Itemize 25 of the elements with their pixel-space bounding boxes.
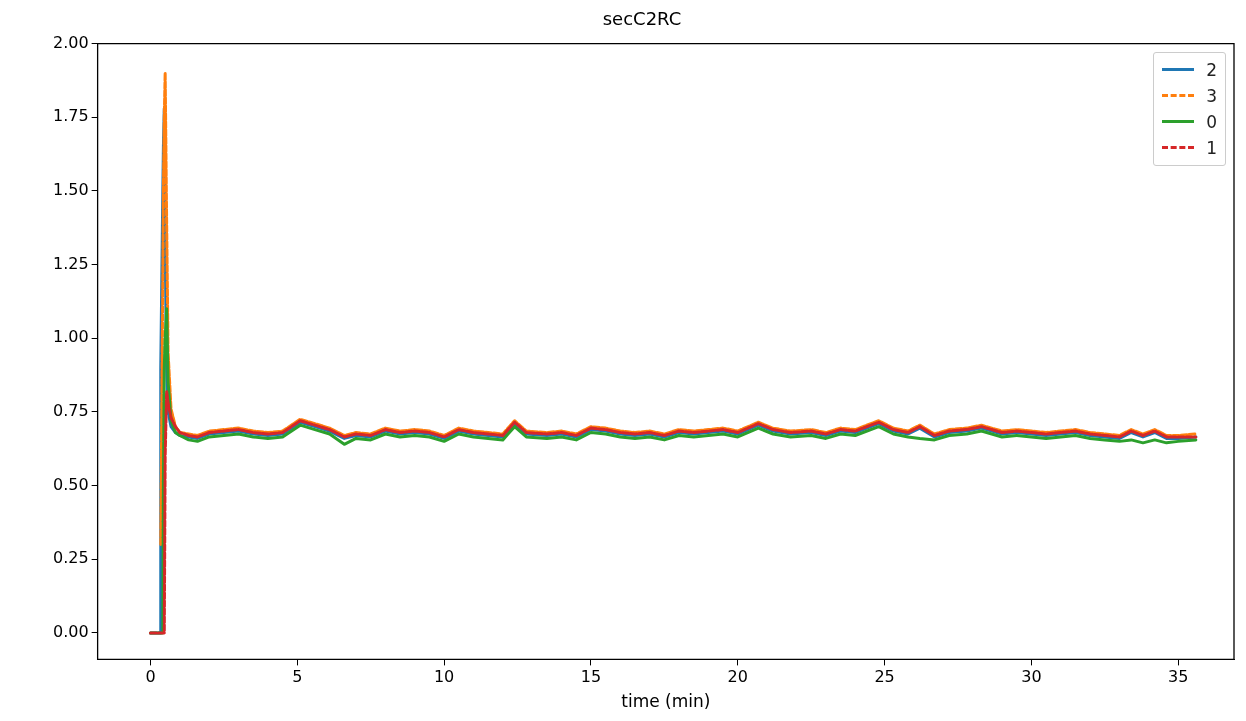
legend-label: 0 (1206, 111, 1217, 132)
y-tick-label: 0.50 (53, 474, 89, 494)
x-tick-label: 35 (1168, 667, 1189, 687)
y-tick-label: 1.50 (53, 180, 89, 200)
line-series (148, 389, 1198, 635)
y-tick-label: 0.00 (53, 622, 89, 642)
y-tick-label: 1.00 (53, 327, 89, 347)
x-tick-label: 30 (1021, 667, 1042, 687)
y-tick-label: 0.75 (53, 401, 89, 421)
legend-label: 2 (1206, 59, 1217, 80)
x-tick-label: 0 (145, 667, 156, 687)
legend-label: 1 (1206, 137, 1217, 158)
chart-title: secC2RC (602, 8, 682, 30)
x-tick-label: 25 (874, 667, 895, 687)
x-tick-label: 5 (292, 667, 303, 687)
x-axis-title: time (min) (621, 691, 711, 712)
line-series (159, 71, 1198, 546)
y-tick-label: 0.25 (53, 548, 89, 568)
y-tick-label: 1.25 (53, 253, 89, 273)
y-tick-label: 1.75 (53, 106, 89, 126)
x-tick-label: 10 (433, 667, 455, 687)
legend-label: 3 (1206, 85, 1217, 106)
y-tick-label: 2.00 (53, 32, 89, 52)
x-tick-label: 15 (580, 667, 602, 687)
x-tick-label: 20 (727, 667, 748, 687)
